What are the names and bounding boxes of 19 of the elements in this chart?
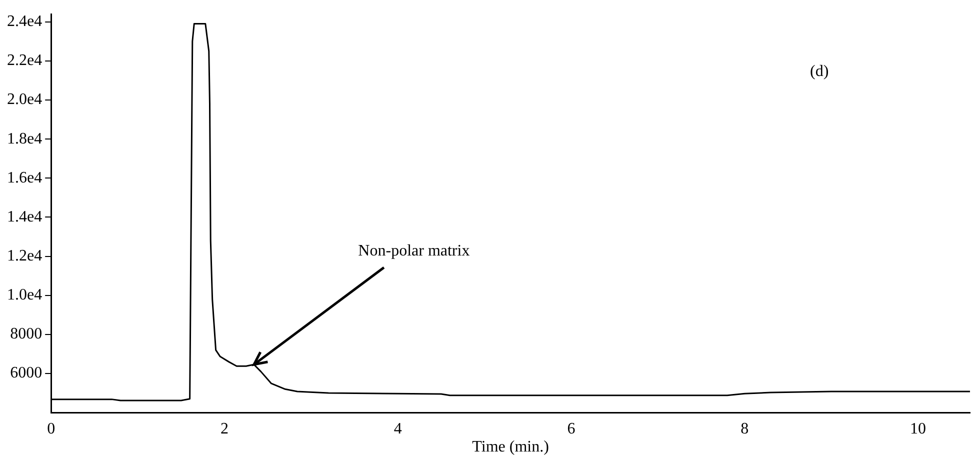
y-tick-label: 1.6e4 bbox=[6, 169, 42, 186]
annotation: (d) bbox=[810, 63, 829, 80]
y-tick-label: 1.4e4 bbox=[6, 208, 42, 226]
x-tick-label: 10 bbox=[910, 420, 926, 438]
x-tick-label: 8 bbox=[740, 420, 749, 438]
y-tick-label: 2.4e4 bbox=[6, 13, 42, 30]
annotation: Non-polar matrix bbox=[358, 242, 470, 260]
x-axis-title: Time (min.) bbox=[472, 438, 549, 456]
y-tick-label: 8000 bbox=[10, 326, 42, 343]
y-tick-label: 1.0e4 bbox=[6, 286, 42, 304]
y-tick-label: 6000 bbox=[10, 364, 42, 382]
x-tick-label: 0 bbox=[47, 420, 56, 438]
y-tick-label: 1.8e4 bbox=[6, 130, 42, 148]
y-tick-label: 2.2e4 bbox=[6, 52, 42, 70]
y-tick-label: 1.2e4 bbox=[6, 247, 42, 264]
x-tick-label: 4 bbox=[394, 420, 402, 438]
x-tick-label: 2 bbox=[220, 420, 228, 438]
x-tick-label: 6 bbox=[567, 420, 576, 438]
y-tick-label: 2.0e4 bbox=[6, 91, 42, 108]
